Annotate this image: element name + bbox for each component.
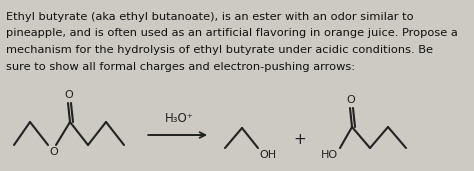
Text: O: O [346, 95, 356, 105]
Text: O: O [49, 147, 58, 157]
Text: pineapple, and is often used as an artificial flavoring in orange juice. Propose: pineapple, and is often used as an artif… [6, 29, 458, 38]
Text: OH: OH [259, 150, 276, 160]
Text: HO: HO [321, 150, 338, 160]
Text: mechanism for the hydrolysis of ethyl butyrate under acidic conditions. Be: mechanism for the hydrolysis of ethyl bu… [6, 45, 433, 55]
Text: Ethyl butyrate (aka ethyl butanoate), is an ester with an odor similar to: Ethyl butyrate (aka ethyl butanoate), is… [6, 12, 414, 22]
Text: H₃O⁺: H₃O⁺ [164, 112, 193, 125]
Text: O: O [64, 90, 73, 100]
Text: sure to show all formal charges and electron-pushing arrows:: sure to show all formal charges and elec… [6, 62, 355, 71]
Text: +: + [293, 133, 306, 148]
